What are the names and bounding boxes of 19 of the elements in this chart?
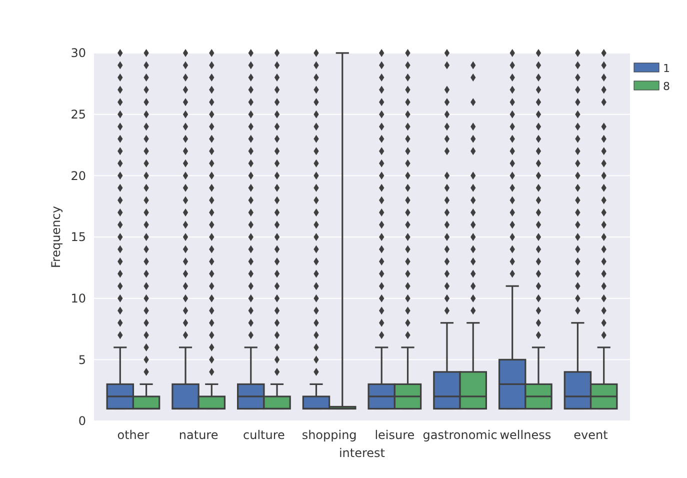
y-tick-label: 10 bbox=[70, 292, 86, 306]
x-tick-label: shopping bbox=[302, 428, 357, 442]
legend-label: 1 bbox=[663, 62, 670, 75]
x-tick-label: event bbox=[574, 428, 608, 442]
y-axis-title: Frequency bbox=[49, 206, 63, 268]
x-tick-label: wellness bbox=[500, 428, 552, 442]
x-axis-title: interest bbox=[338, 446, 386, 460]
x-tick-label: nature bbox=[178, 428, 218, 442]
y-tick-label: 25 bbox=[70, 108, 86, 122]
x-tick-label: culture bbox=[243, 428, 285, 442]
x-tick-label: gastronomic bbox=[422, 428, 498, 442]
y-tick-label: 20 bbox=[70, 168, 86, 183]
y-tick-label: 15 bbox=[70, 230, 86, 244]
legend-label: 8 bbox=[663, 80, 670, 93]
x-tick-label: other bbox=[117, 428, 150, 442]
x-tick-label: leisure bbox=[374, 428, 415, 442]
y-tick-label: 30 bbox=[70, 46, 86, 60]
y-tick-label: 0 bbox=[78, 414, 86, 428]
y-tick-label: 5 bbox=[78, 352, 86, 367]
